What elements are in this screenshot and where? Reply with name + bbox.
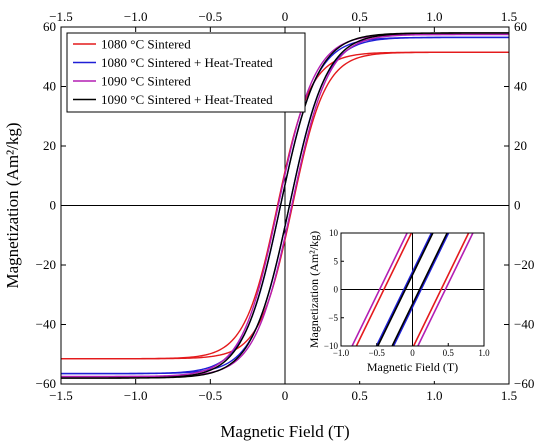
x-tick-label-bottom: 0.5 xyxy=(352,388,368,403)
inset-loop-line-1-left xyxy=(355,233,413,346)
inset-loops xyxy=(351,233,474,346)
x-tick-label-top: 0.5 xyxy=(352,9,368,24)
x-tick-label-bottom: 1.5 xyxy=(501,388,517,403)
x-tick-label-bottom: −0.5 xyxy=(199,388,223,403)
inset-y-tick-label: −10 xyxy=(324,341,339,351)
x-tick-label-top: 0 xyxy=(282,9,289,24)
y-tick-label-right: 40 xyxy=(514,79,527,94)
x-tick-label-top: 1.5 xyxy=(501,9,517,24)
x-axis-title: Magnetic Field (T) xyxy=(220,422,349,441)
inset-loop-line-3-left xyxy=(375,233,433,346)
legend-label-1: 1080 °C Sintered xyxy=(101,37,191,52)
y-tick-label-right: 0 xyxy=(514,198,521,213)
series-line-3-ascending xyxy=(61,33,509,378)
legend-label-4: 1090 °C Sintered + Heat-Treated xyxy=(101,92,273,107)
inset-loop-line-2-left xyxy=(351,233,408,346)
inset-x-tick-label: 1.0 xyxy=(478,348,490,358)
y-tick-label-left: −60 xyxy=(36,376,56,391)
y-tick-label-left: 0 xyxy=(50,198,57,213)
legend-label-3: 1090 °C Sintered xyxy=(101,74,191,89)
y-tick-label-right: 60 xyxy=(514,19,527,34)
x-tick-label-top: 1.0 xyxy=(426,9,442,24)
inset-y-tick-label: 0 xyxy=(334,285,339,295)
y-tick-label-left: 60 xyxy=(43,19,56,34)
inset-y-tick-label: 10 xyxy=(329,228,339,238)
inset-x-tick-label: −0.5 xyxy=(369,348,386,358)
inset-loop-line-4-right xyxy=(391,233,449,346)
y-tick-label-left: −40 xyxy=(36,317,56,332)
inset-loop-line-1-right xyxy=(412,233,470,346)
inset-plot: −1.0 −0.5 0 0.5 1.0 −10 −5 0 5 10 Magnetic Field (… xyxy=(304,222,500,381)
x-tick-label-top: −1.5 xyxy=(49,9,73,24)
legend-label-2: 1080 °C Sintered + Heat-Treated xyxy=(101,55,273,70)
legend: 1080 °C Sintered 1080 °C Sintered + Heat-… xyxy=(66,32,306,113)
y-axis-title: Magnetization (Am²/kg) xyxy=(3,122,22,288)
y-tick-label-right: −40 xyxy=(514,317,534,332)
inset-loop-line-4-left xyxy=(376,233,434,346)
y-tick-label-right: −60 xyxy=(514,376,534,391)
inset-x-tick-label: 0.5 xyxy=(443,348,455,358)
inset-x-axis-title: Magnetic Field (T) xyxy=(367,360,458,374)
x-tick-label-top: −1.0 xyxy=(124,9,148,24)
x-tick-label-bottom: −1.0 xyxy=(124,388,148,403)
x-tick-label-bottom: 1.0 xyxy=(426,388,442,403)
main-plot: −1.5 −1.5 −1.0 −1.0 −0.5 −0.5 0 0 0.5 0.5 1.0 1.0 1.… xyxy=(3,9,534,441)
y-tick-label-left: 40 xyxy=(43,79,56,94)
x-tick-label-top: −0.5 xyxy=(199,9,223,24)
inset-y-tick-label: −5 xyxy=(328,313,338,323)
y-tick-label-right: −20 xyxy=(514,257,534,272)
y-tick-label-right: 20 xyxy=(514,138,527,153)
x-tick-label-bottom: −1.5 xyxy=(49,388,73,403)
legend-box xyxy=(66,32,306,113)
series-line-4-ascending xyxy=(61,32,509,379)
inset-y-tick-label: 5 xyxy=(334,256,339,266)
inset-y-axis-title: Magnetization (Am²/kg) xyxy=(307,231,321,348)
inset-loop-line-2-right xyxy=(417,233,474,346)
inset-x-tick-label: 0 xyxy=(410,348,415,358)
inset-loop-line-3-right xyxy=(392,233,450,346)
y-tick-label-left: 20 xyxy=(43,138,56,153)
x-tick-label-bottom: 0 xyxy=(282,388,289,403)
inset-x-tick-label: −1.0 xyxy=(333,348,350,358)
y-tick-label-left: −20 xyxy=(36,257,56,272)
inset-background xyxy=(304,222,500,381)
